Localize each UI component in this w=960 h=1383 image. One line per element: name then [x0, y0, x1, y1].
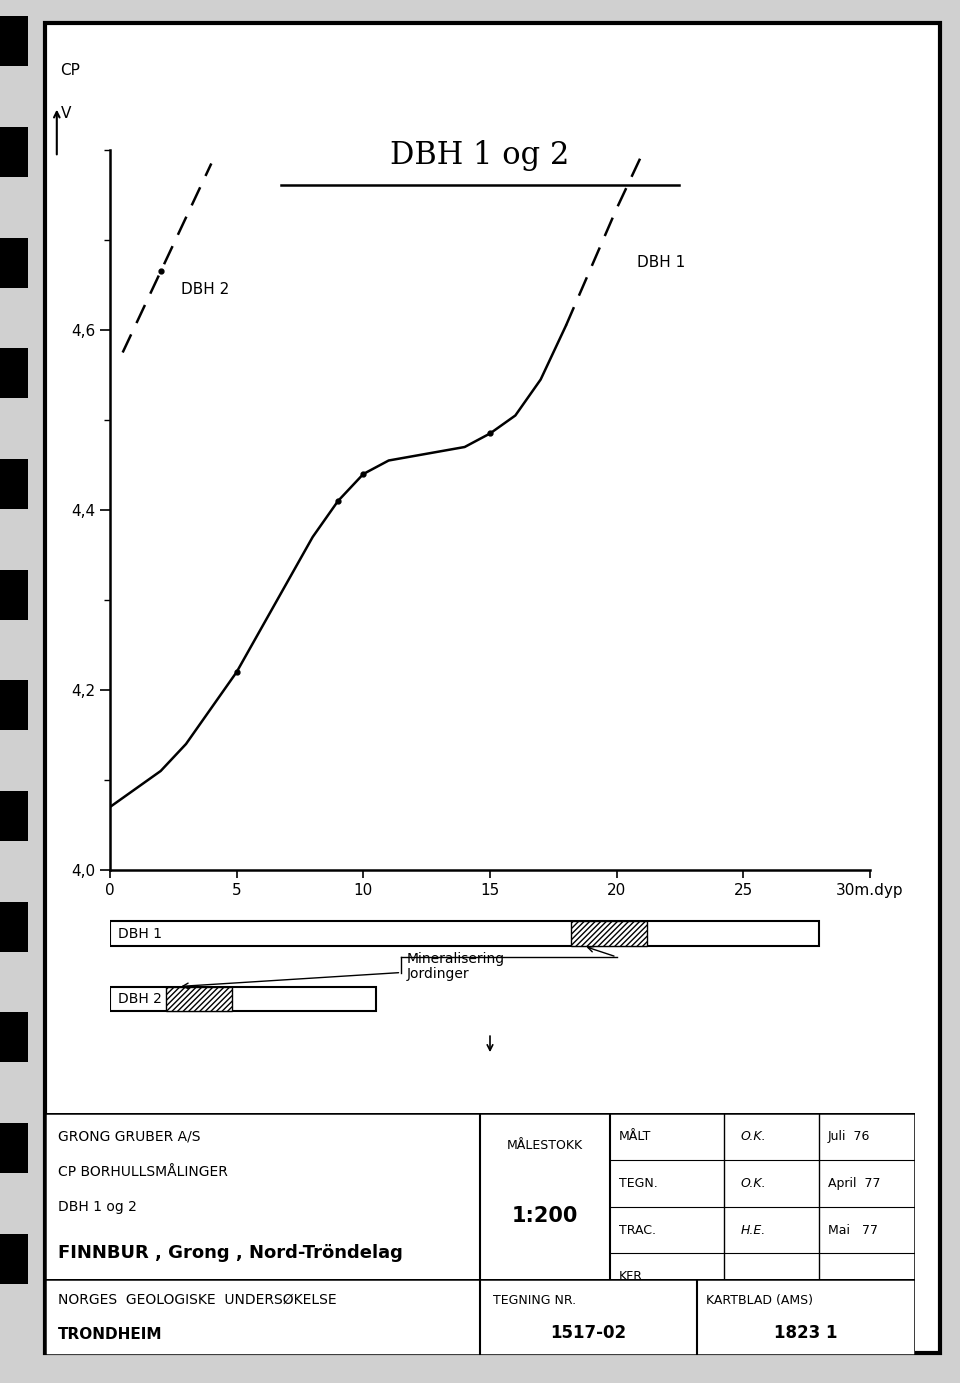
- Bar: [0, 1123, 28, 1173]
- Text: DBH 1: DBH 1: [636, 254, 685, 270]
- Text: FINNBUR , Grong , Nord-Tröndelag: FINNBUR , Grong , Nord-Tröndelag: [59, 1245, 403, 1263]
- Text: April  77: April 77: [828, 1177, 880, 1189]
- Text: DBH 1: DBH 1: [117, 927, 161, 940]
- Bar: [0, 127, 28, 177]
- Bar: [0, 1012, 28, 1062]
- Bar: [0, 238, 28, 288]
- Text: Jordinger: Jordinger: [406, 967, 469, 981]
- Text: TEGNING NR.: TEGNING NR.: [493, 1293, 576, 1307]
- Text: V: V: [60, 106, 71, 122]
- Text: TRONDHEIM: TRONDHEIM: [59, 1326, 162, 1342]
- Text: KFR.: KFR.: [619, 1270, 647, 1283]
- Text: DBH 1 og 2: DBH 1 og 2: [59, 1199, 137, 1214]
- Text: O.K.: O.K.: [741, 1130, 766, 1144]
- Text: GRONG GRUBER A/S: GRONG GRUBER A/S: [59, 1130, 201, 1144]
- Text: O.K.: O.K.: [741, 1177, 766, 1189]
- Bar: [0, 570, 28, 620]
- Text: CP BORHULLSMÅLINGER: CP BORHULLSMÅLINGER: [59, 1164, 228, 1178]
- Bar: [110, 921, 819, 946]
- Bar: [0, 349, 28, 398]
- Text: 1:200: 1:200: [512, 1206, 579, 1225]
- Bar: [0, 791, 28, 841]
- Bar: [0, 17, 28, 66]
- Text: CP: CP: [60, 64, 81, 77]
- Text: Mineralisering: Mineralisering: [406, 952, 505, 965]
- Text: 1823 1: 1823 1: [775, 1324, 838, 1342]
- Text: MÅLT: MÅLT: [619, 1130, 652, 1144]
- Text: DBH 1 og 2: DBH 1 og 2: [391, 140, 569, 171]
- Text: Juli  76: Juli 76: [828, 1130, 871, 1144]
- Bar: [0, 459, 28, 509]
- Bar: [110, 986, 376, 1011]
- Bar: [571, 921, 647, 946]
- Text: Mai   77: Mai 77: [828, 1224, 877, 1236]
- Bar: [0, 680, 28, 730]
- Text: MÅLESTOKK: MÅLESTOKK: [507, 1140, 584, 1152]
- Text: DBH 2: DBH 2: [117, 992, 161, 1005]
- Bar: [0, 902, 28, 952]
- Text: H.E.: H.E.: [741, 1224, 766, 1236]
- Bar: [166, 986, 231, 1011]
- Text: KARTBLAD (AMS): KARTBLAD (AMS): [707, 1293, 813, 1307]
- Text: 1517-02: 1517-02: [551, 1324, 627, 1342]
- Bar: [0, 1234, 28, 1283]
- Text: NORGES  GEOLOGISKE  UNDERSØKELSE: NORGES GEOLOGISKE UNDERSØKELSE: [59, 1293, 337, 1307]
- Text: TEGN.: TEGN.: [619, 1177, 658, 1189]
- Text: DBH 2: DBH 2: [180, 282, 229, 297]
- Text: TRAC.: TRAC.: [619, 1224, 657, 1236]
